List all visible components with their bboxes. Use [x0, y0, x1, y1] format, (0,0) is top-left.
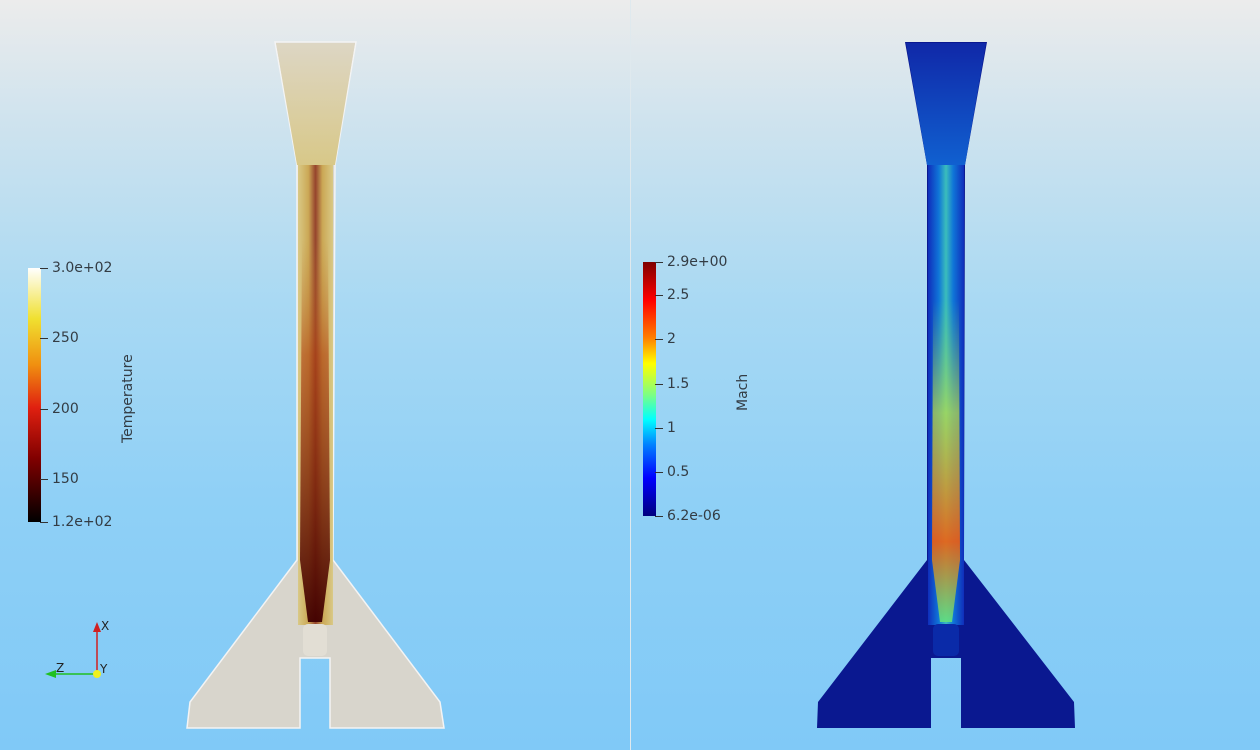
colorbar-label-min: 1.2e+02	[44, 515, 112, 529]
render-view-temperature[interactable]: 3.0e+02 250 200 150 1.2e+02 Temperature …	[0, 0, 630, 750]
nozzle-flare	[906, 43, 986, 165]
colorbar-label-max: 2.9e+00	[659, 255, 727, 269]
temperature-colorbar	[28, 268, 41, 522]
jet-core	[300, 240, 330, 622]
mach-colorbar	[643, 262, 656, 516]
colorbar-label: 0.5	[659, 465, 689, 479]
nozzle-mach-render	[817, 42, 1075, 728]
axis-y-label: Y	[100, 662, 108, 676]
view-divider[interactable]	[630, 0, 631, 750]
inlet-chamber	[933, 624, 959, 656]
nozzle-flare	[276, 43, 355, 165]
render-view-mach[interactable]: 2.9e+00 2.5 2 1.5 1 0.5 6.2e-06 Mach	[631, 0, 1260, 750]
colorbar-title: Mach	[735, 373, 751, 411]
jet-core	[932, 300, 960, 622]
colorbar-label: 200	[44, 402, 79, 416]
nozzle-temperature-render	[186, 41, 445, 729]
colorbar-label: 1	[659, 421, 676, 435]
inlet-chamber	[303, 624, 327, 656]
axes-triad-icon	[45, 622, 101, 678]
colorbar-label-min: 6.2e-06	[659, 509, 721, 523]
colorbar-label: 150	[44, 472, 79, 486]
colorbar-label: 250	[44, 331, 79, 345]
axis-x-label: X	[101, 619, 110, 633]
colorbar-label: 2	[659, 332, 676, 346]
colorbar-label-max: 3.0e+02	[44, 261, 112, 275]
colorbar-label: 1.5	[659, 377, 689, 391]
colorbar-label: 2.5	[659, 288, 689, 302]
axis-z-label: Z	[56, 661, 65, 675]
